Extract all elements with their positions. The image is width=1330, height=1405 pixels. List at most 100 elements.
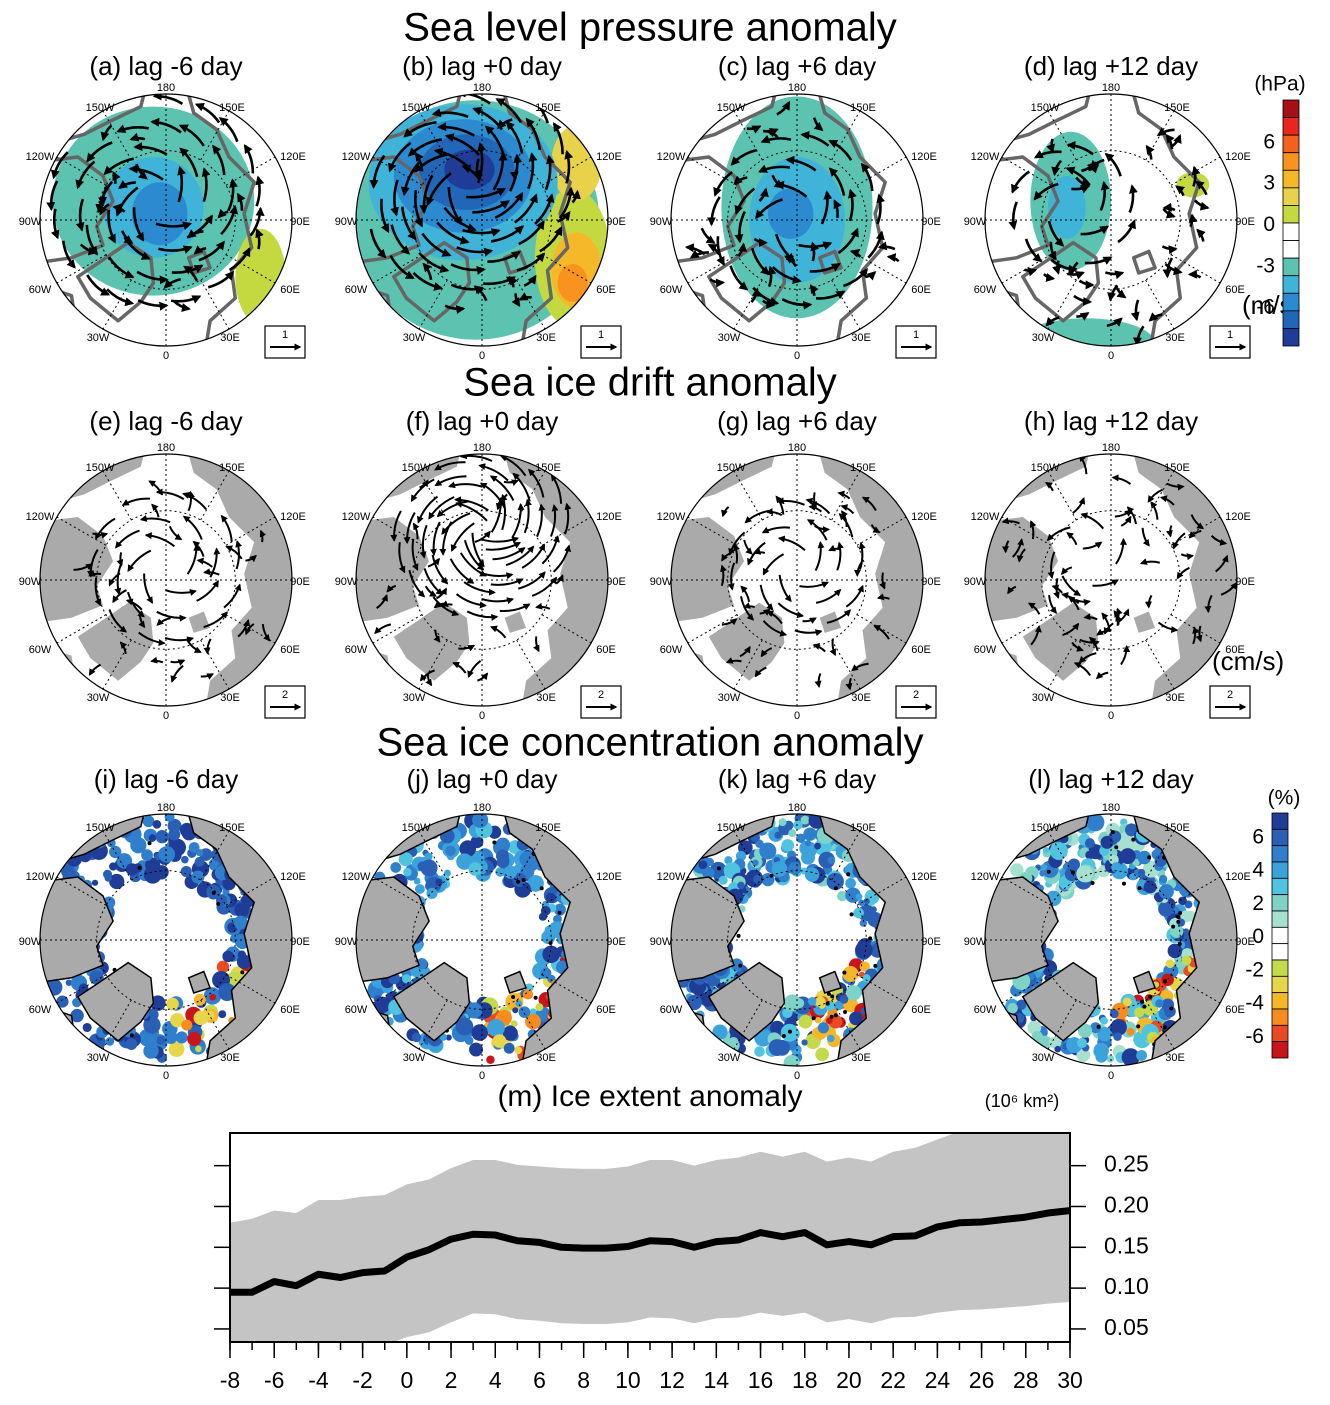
- vector: [1048, 241, 1057, 261]
- graticule: [727, 510, 867, 650]
- panel-title: (i) lag -6 day: [94, 764, 239, 794]
- vector: [812, 117, 824, 132]
- vector: [170, 664, 184, 683]
- longitude-label: 30W: [403, 692, 426, 704]
- vector: [194, 102, 221, 124]
- vector: [472, 200, 510, 214]
- longitude-label: 150E: [219, 822, 245, 834]
- vector: [98, 185, 109, 207]
- vector: [424, 585, 437, 597]
- concentration-patch: [712, 1024, 728, 1040]
- graticule: [1041, 870, 1181, 1010]
- vector: [1051, 159, 1063, 177]
- vector: [137, 299, 169, 311]
- concentration-patch: [817, 1022, 830, 1034]
- vector: [431, 554, 449, 585]
- vector: [116, 552, 124, 567]
- vector: [421, 232, 452, 257]
- concentration-patch: [109, 845, 122, 859]
- concentration-patch: [218, 983, 237, 1002]
- vector: [463, 540, 485, 571]
- map-border: [39, 93, 293, 347]
- vector: [1190, 514, 1205, 530]
- concentration-patch: [801, 841, 818, 858]
- vector: [533, 636, 540, 653]
- colorbar-label: 0: [1263, 213, 1275, 236]
- vector: [156, 617, 171, 626]
- map-border: [39, 813, 293, 1067]
- longitude-label: 30E: [220, 692, 240, 704]
- coastline: [671, 94, 780, 153]
- concentration-patch: [863, 898, 870, 905]
- longitude-label: 150E: [850, 102, 876, 114]
- vector: [441, 512, 471, 535]
- concentration-patch: [1113, 1032, 1122, 1041]
- vector: [46, 180, 59, 212]
- significance-dot: [1171, 924, 1176, 929]
- colorbar-box: [1282, 257, 1300, 277]
- vector: [369, 154, 386, 189]
- vector: [877, 241, 896, 251]
- vector: [848, 188, 857, 222]
- vector: [203, 568, 220, 576]
- concentration-patch: [1077, 1038, 1088, 1049]
- vector: [1027, 602, 1041, 615]
- longitude-label: 120W: [342, 511, 371, 523]
- vector: [1043, 273, 1056, 282]
- vector: [477, 672, 489, 682]
- longitude-label: 0: [794, 710, 800, 722]
- vector: [411, 538, 419, 571]
- vector: [1066, 532, 1078, 546]
- concentration-patch: [188, 842, 200, 853]
- vector: [511, 502, 525, 538]
- panel-title: (j) lag +0 day: [406, 764, 557, 794]
- longitude-label: 180: [473, 802, 491, 814]
- concentration-patch: [515, 1000, 523, 1008]
- concentration-patch: [435, 878, 443, 886]
- vector: [129, 132, 146, 142]
- vector: [436, 221, 470, 245]
- vector: [1012, 538, 1025, 558]
- longitude-label: 180: [1102, 82, 1120, 94]
- vector: [1220, 581, 1237, 596]
- longitude-label: 120W: [971, 511, 1000, 523]
- vector: [419, 479, 429, 489]
- longitude-label: 180: [157, 82, 175, 94]
- vector: [516, 252, 546, 272]
- vector: [414, 152, 424, 172]
- longitude-label: 30W: [1032, 332, 1055, 344]
- colorbar-box: [1271, 992, 1289, 1010]
- longitude-label: 60E: [596, 644, 616, 656]
- coastline: [814, 94, 923, 346]
- vector: [463, 581, 496, 596]
- coastline: [817, 249, 843, 275]
- coastline: [356, 94, 465, 153]
- longitude-label: 30W: [1032, 692, 1055, 704]
- concentration-patch: [143, 1043, 159, 1059]
- longitude-label: 90E: [1235, 576, 1255, 588]
- vector: [454, 496, 489, 512]
- concentration-patch: [818, 851, 836, 869]
- vector: [155, 221, 193, 231]
- significance-dot: [736, 933, 741, 938]
- significance-dot: [1162, 1025, 1167, 1030]
- vector: [777, 535, 806, 552]
- concentration-patch: [472, 814, 489, 828]
- vector: [1001, 540, 1010, 554]
- concentration-patch: [373, 996, 391, 1014]
- longitude-label: 120E: [911, 151, 937, 163]
- panel-title: (d) lag +12 day: [1024, 51, 1198, 81]
- vector: [178, 124, 205, 147]
- vector: [164, 589, 197, 596]
- vector: [462, 228, 501, 237]
- vector: [138, 614, 146, 629]
- colorbar-box: [1271, 1008, 1289, 1026]
- longitude-label: 150E: [219, 102, 245, 114]
- concentration-patch: [495, 849, 510, 863]
- concentration-patch: [194, 856, 205, 867]
- colorbar-box: [1282, 187, 1300, 206]
- section-title: Sea ice concentration anomaly: [377, 721, 924, 765]
- vector: [762, 553, 785, 576]
- concentration-patch: [735, 850, 747, 862]
- vector: [518, 220, 545, 246]
